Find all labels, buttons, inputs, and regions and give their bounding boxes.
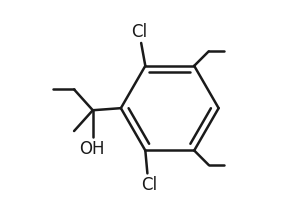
Text: Cl: Cl: [131, 22, 147, 41]
Text: Cl: Cl: [141, 176, 158, 194]
Text: OH: OH: [79, 140, 104, 158]
